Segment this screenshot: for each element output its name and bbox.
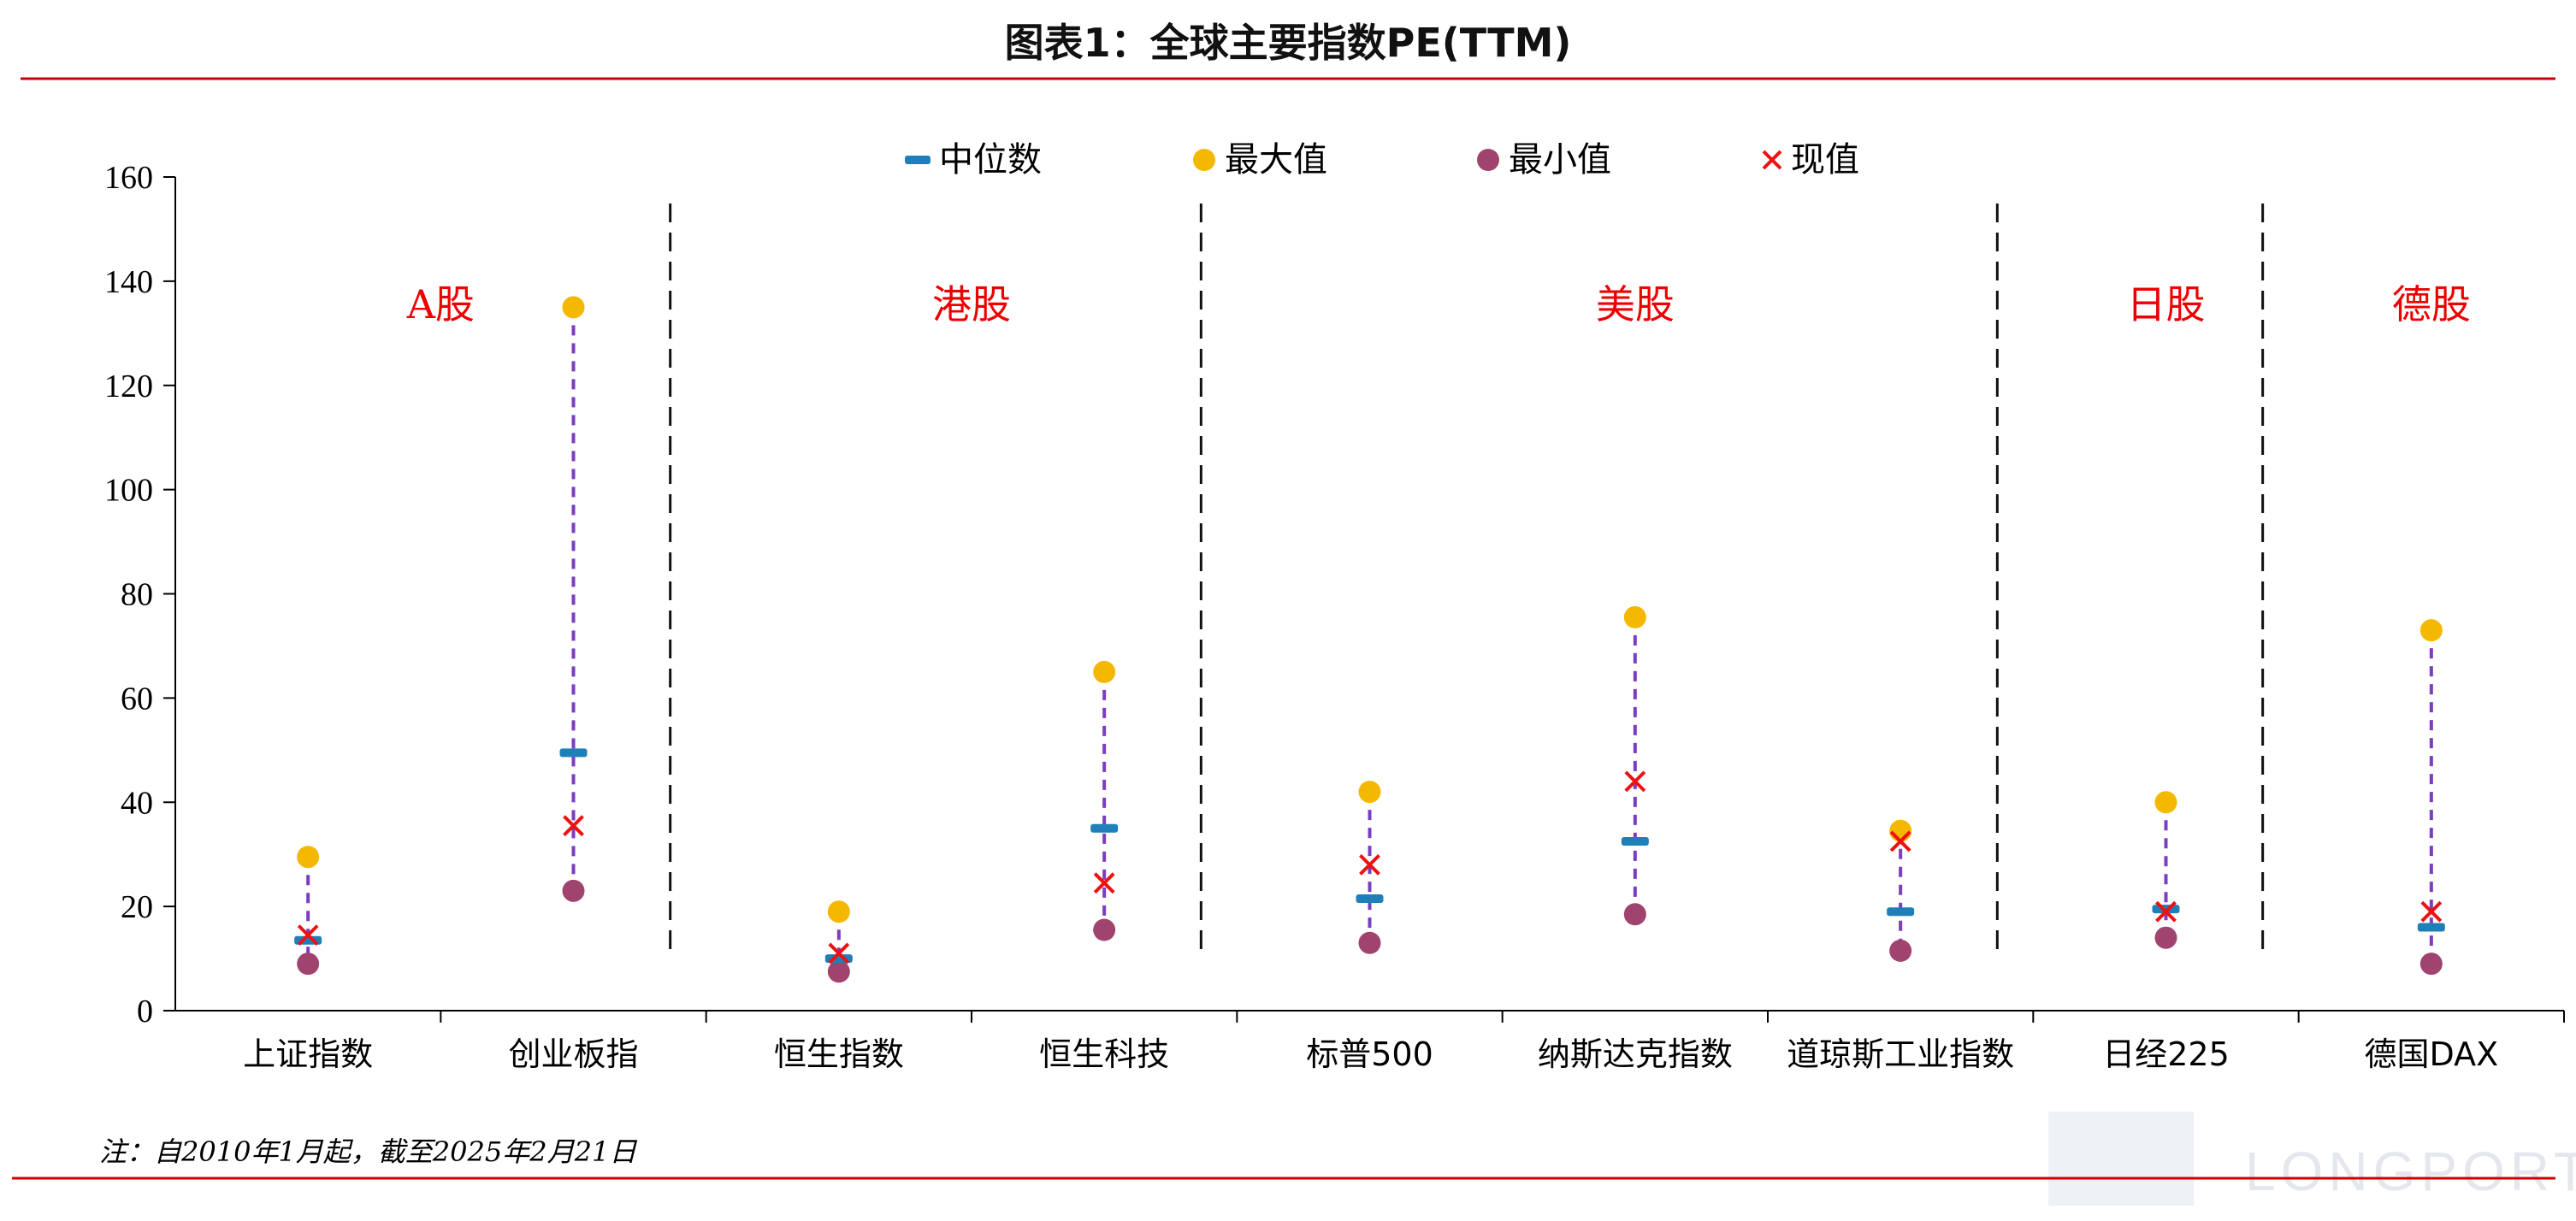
x-category-label: 纳斯达克指数 (1538, 1035, 1733, 1073)
y-tick-label: 0 (137, 994, 153, 1029)
y-tick-label: 40 (121, 785, 153, 821)
x-axis: 上证指数 创业板指 恒生指数 恒生科技 标普500 纳斯达克指数 道琼斯工业指数 日经225 德… (175, 1010, 2565, 1073)
min-point (1889, 939, 1912, 962)
max-point (297, 846, 320, 869)
group-label: A股 (406, 281, 475, 327)
min-point (2154, 926, 2177, 949)
legend-item-current: 现值 (1762, 140, 1859, 180)
group-label: 港股 (932, 281, 1011, 327)
legend-max-label: 最大值 (1225, 140, 1327, 180)
legend-current-swatch (1762, 150, 1782, 170)
legend-median-swatch (905, 156, 931, 164)
y-axis: 0 20 40 60 80 100 120 140 160 (104, 160, 176, 1029)
watermark-text: LONGPORT (2245, 1141, 2576, 1202)
max-point (1623, 605, 1646, 628)
y-tick-label: 20 (121, 889, 153, 925)
current-point (563, 815, 584, 837)
max-point (1889, 819, 1912, 842)
x-category-label: 上证指数 (243, 1035, 373, 1073)
x-category-label: 创业板指 (508, 1035, 638, 1073)
x-category-label: 恒生指数 (774, 1035, 904, 1073)
y-tick-label: 120 (104, 369, 153, 404)
range-lines (306, 307, 2433, 972)
y-tick-label: 100 (104, 473, 153, 509)
min-point (1358, 931, 1381, 954)
min-point (562, 879, 585, 902)
y-tick-label: 140 (104, 264, 153, 300)
x-category-label: 日经225 (2102, 1035, 2230, 1073)
min-point (827, 960, 850, 983)
group-label: 美股 (1596, 281, 1675, 327)
x-category-label: 德国DAX (2365, 1035, 2499, 1073)
x-category-label: 恒生科技 (1039, 1035, 1169, 1073)
min-point (297, 953, 320, 976)
y-tick-label: 60 (121, 681, 153, 717)
current-point (1624, 770, 1646, 793)
current-point (828, 942, 850, 964)
current-point (1359, 853, 1380, 876)
legend-current-label: 现值 (1791, 140, 1859, 180)
group-label: 德股 (2392, 281, 2471, 327)
footnote: 注：自2010年1月起，截至2025年2月21日 (99, 1135, 637, 1168)
max-point (2419, 619, 2443, 642)
current-point (2155, 900, 2177, 923)
legend-max-swatch (1193, 149, 1215, 171)
min-point (1093, 918, 1116, 941)
legend-min-swatch (1477, 149, 1499, 171)
y-tick-label: 80 (121, 577, 153, 613)
watermark: LONGPORT (2048, 1112, 2576, 1206)
legend-median-label: 中位数 (939, 140, 1042, 180)
y-tick-label: 160 (104, 160, 153, 196)
legend-item-median: 中位数 (905, 140, 1042, 180)
legend: 中位数 最大值 最小值 现值 (905, 140, 1859, 180)
legend-item-min: 最小值 (1477, 140, 1611, 180)
median-marker (1621, 836, 1649, 846)
current-point (2420, 900, 2443, 923)
current-point (1093, 872, 1115, 894)
current-point (1889, 830, 1911, 852)
watermark-logo-icon (2048, 1112, 2194, 1206)
max-point (1358, 781, 1381, 804)
group-label: 日股 (2127, 281, 2206, 327)
chart-title: 图表1：全球主要指数PE(TTM) (1005, 20, 1572, 66)
current-point (297, 924, 319, 947)
max-point (562, 296, 585, 319)
median-marker (1887, 907, 1915, 917)
data-marks (294, 296, 2445, 983)
median-marker (559, 748, 588, 758)
legend-min-label: 最小值 (1509, 140, 1611, 180)
legend-item-max: 最大值 (1193, 140, 1327, 180)
median-marker (1356, 894, 1384, 903)
max-point (1093, 660, 1116, 683)
max-point (2154, 791, 2177, 814)
median-marker (1090, 823, 1119, 833)
group-labels: A股 港股 美股 日股 德股 (406, 281, 2471, 327)
median-marker (2417, 923, 2445, 932)
min-point (1623, 903, 1646, 926)
x-category-label: 道琼斯工业指数 (1787, 1035, 2014, 1073)
group-separators (669, 204, 2265, 958)
x-category-label: 标普500 (1306, 1035, 1433, 1073)
max-point (827, 900, 850, 923)
min-point (2419, 953, 2443, 976)
